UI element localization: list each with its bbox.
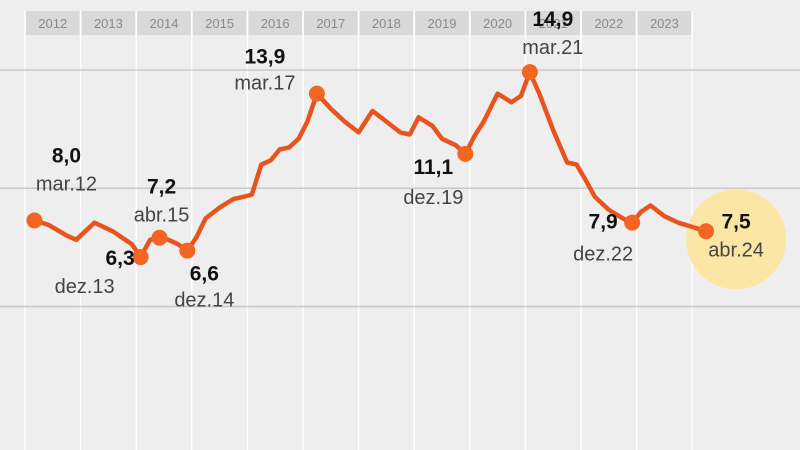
year-label-2019: 2019 bbox=[428, 16, 457, 31]
year-label-2017: 2017 bbox=[316, 16, 345, 31]
date-label-dez-22: dez.22 bbox=[573, 244, 633, 266]
date-label-mar-12: mar.12 bbox=[36, 174, 97, 196]
year-tab-2013 bbox=[81, 11, 136, 35]
value-label-abr-15: 7,2 bbox=[147, 176, 176, 199]
data-point-abr-15 bbox=[151, 229, 168, 246]
year-tab-2015 bbox=[192, 11, 247, 35]
year-tab-2016 bbox=[248, 11, 302, 35]
gridlines bbox=[0, 69, 800, 308]
value-label-dez-14: 6,6 bbox=[190, 263, 219, 286]
data-points bbox=[26, 64, 715, 266]
year-tab-2017 bbox=[304, 11, 358, 35]
value-label-dez-19: 11,1 bbox=[413, 156, 453, 179]
date-label-dez-14: dez.14 bbox=[174, 290, 234, 312]
year-tab-2023 bbox=[637, 11, 692, 35]
year-label-2013: 2013 bbox=[94, 16, 123, 31]
latest-value-highlight bbox=[686, 189, 787, 290]
year-tab-2022 bbox=[582, 11, 636, 35]
year-label-2021: 2021 bbox=[539, 16, 568, 31]
year-label-2014: 2014 bbox=[150, 16, 179, 31]
latest-value-highlight-circle bbox=[686, 189, 787, 290]
data-point-dez-14 bbox=[179, 242, 196, 259]
value-label-mar-21: 14,9 bbox=[532, 8, 573, 31]
date-label-dez-13: dez.13 bbox=[55, 276, 115, 298]
data-point-dez-19 bbox=[457, 145, 474, 162]
year-tab-2014 bbox=[137, 11, 191, 35]
year-tabs: 2012 2013 2014 2015 2016 2017 2018 2019 2020 2021… bbox=[26, 11, 692, 35]
year-label-2022: 2022 bbox=[594, 16, 623, 31]
year-tab-2020 bbox=[470, 11, 525, 35]
data-point-mar-17 bbox=[308, 85, 325, 102]
value-label-dez-22: 7,9 bbox=[589, 211, 618, 234]
date-label-dez-19: dez.19 bbox=[403, 187, 463, 209]
year-tab-2018 bbox=[359, 11, 414, 35]
data-labels: 8,0 mar.12 6,3 dez.13 6,6 dez.14 7,2 abr.15 13,9… bbox=[36, 8, 764, 311]
date-label-abr-15: abr.15 bbox=[134, 205, 190, 227]
year-separators bbox=[24, 11, 693, 450]
year-tab-2012 bbox=[26, 11, 80, 35]
year-label-2023: 2023 bbox=[650, 16, 679, 31]
data-point-dez-22 bbox=[624, 214, 641, 231]
data-point-abr-24 bbox=[698, 223, 715, 240]
value-label-mar-17: 13,9 bbox=[244, 46, 285, 69]
year-label-2016: 2016 bbox=[261, 16, 290, 31]
date-label-mar-21: mar.21 bbox=[522, 37, 583, 59]
year-label-2018: 2018 bbox=[372, 16, 401, 31]
date-label-mar-17: mar.17 bbox=[234, 73, 295, 95]
value-label-dez-13: 6,3 bbox=[105, 247, 134, 270]
date-label-abr-24: abr.24 bbox=[708, 239, 764, 261]
year-label-2020: 2020 bbox=[483, 16, 512, 31]
year-tab-2021 bbox=[526, 11, 580, 35]
data-point-mar-21 bbox=[521, 64, 538, 81]
year-label-2015: 2015 bbox=[205, 16, 234, 31]
year-label-2012: 2012 bbox=[38, 16, 67, 31]
data-point-dez-13 bbox=[132, 249, 149, 266]
year-tab-2019 bbox=[415, 11, 469, 35]
value-label-mar-12: 8,0 bbox=[52, 145, 81, 168]
value-label-abr-24: 7,5 bbox=[721, 210, 751, 233]
data-point-mar-12 bbox=[26, 212, 43, 229]
